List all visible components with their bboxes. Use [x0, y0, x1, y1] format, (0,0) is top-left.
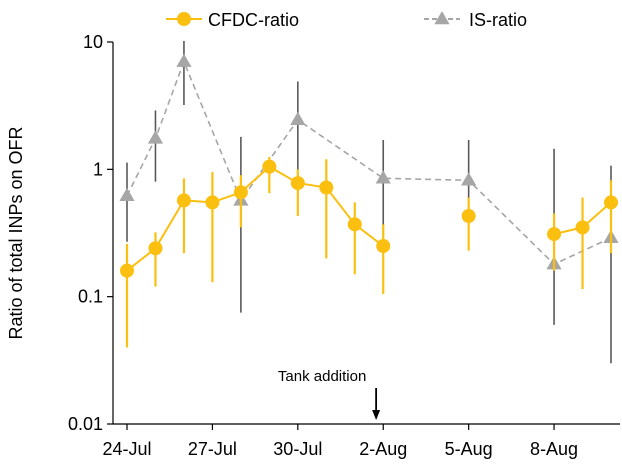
legend-label: CFDC-ratio: [208, 10, 299, 30]
x-tick-label: 27-Jul: [188, 439, 237, 459]
x-tick-label: 5-Aug: [445, 439, 493, 459]
is-ratio-point: [290, 111, 306, 125]
x-tick-label: 24-Jul: [102, 439, 151, 459]
cfdc-ratio-point: [376, 238, 391, 253]
is-ratio-line: [126, 59, 612, 266]
cfdc-ratio-point: [176, 193, 191, 208]
cfdc-ratio-point: [547, 227, 562, 242]
legend-item-cfdc-ratio: CFDC-ratio: [166, 10, 299, 30]
axes: 0.01 0.1 1 10 24-Jul 27-Jul 30-Jul 2-Aug 5-Aug 8-…: [6, 32, 620, 459]
annotation-arrow-head: [372, 410, 381, 420]
x-tick-label: 2-Aug: [359, 439, 407, 459]
legend: CFDC-ratio IS-ratio: [166, 10, 527, 30]
is-ratio-point: [147, 130, 164, 144]
x-tick-label: 8-Aug: [530, 439, 578, 459]
y-tick-label: 10: [83, 32, 103, 52]
cfdc-ratio-point: [205, 195, 220, 210]
series-is-ratio: [119, 40, 619, 364]
y-axis-title: Ratio of total INPs on OFR: [6, 126, 26, 339]
cfdc-ratio-point: [290, 176, 305, 191]
cfdc-ratio-point: [233, 185, 248, 200]
cfdc-ratio-point: [604, 195, 618, 210]
x-tick-label: 30-Jul: [273, 439, 322, 459]
series-layer: [119, 40, 619, 364]
legend-item-is-ratio: IS-ratio: [424, 10, 527, 30]
annotation-tank-addition: Tank addition: [278, 368, 381, 420]
series-cfdc-ratio: [120, 156, 618, 348]
legend-marker: [434, 11, 450, 25]
is-ratio-point: [461, 172, 477, 186]
is-ratio-point: [375, 170, 391, 184]
annotations: Tank addition: [278, 368, 381, 420]
cfdc-ratio-point: [120, 263, 134, 278]
is-ratio-point: [119, 187, 135, 201]
cfdc-ratio-point: [262, 159, 277, 174]
cfdc-ratio-point: [319, 180, 334, 195]
y-tick-label: 1: [93, 159, 103, 179]
legend-marker: [177, 12, 191, 26]
annotation-label: Tank addition: [278, 368, 366, 385]
cfdc-ratio-point: [575, 220, 590, 235]
legend-label: IS-ratio: [469, 10, 527, 30]
cfdc-ratio-line: [126, 165, 384, 272]
y-tick-label: 0.1: [78, 287, 103, 307]
y-tick-label: 0.01: [68, 414, 103, 434]
cfdc-ratio-point: [347, 217, 362, 232]
is-ratio-point: [176, 53, 192, 67]
cfdc-ratio-point: [148, 241, 163, 256]
cfdc-ratio-point: [461, 209, 476, 224]
